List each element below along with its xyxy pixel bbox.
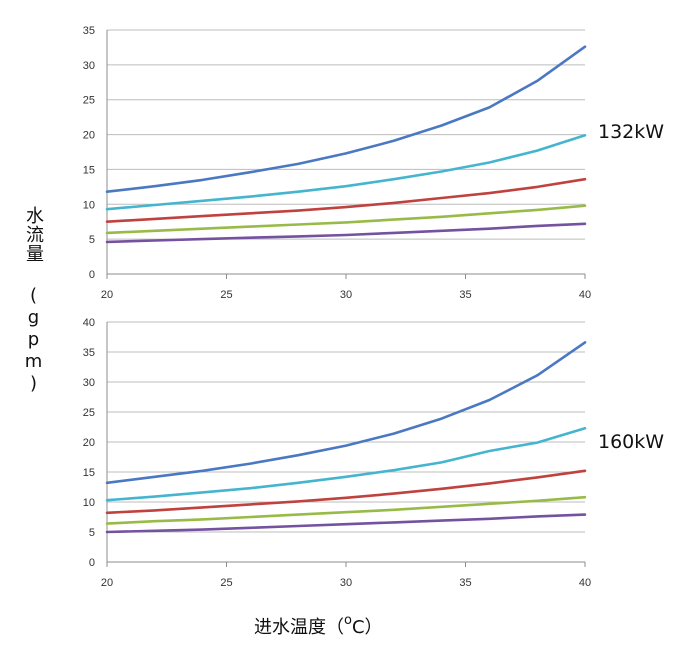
- y-tick-label: 40: [83, 317, 95, 329]
- power-annotation: 132kW: [598, 121, 664, 143]
- series-line-2: [105, 134, 587, 211]
- power-annotation: 160kW: [598, 431, 664, 453]
- x-tick-label: 35: [459, 289, 471, 301]
- x-tick-label: 30: [340, 289, 352, 301]
- x-tick-label: 35: [459, 577, 471, 589]
- series-line-1: [105, 341, 587, 485]
- x-tick-label: 30: [340, 577, 352, 589]
- x-tick-label: 40: [579, 289, 591, 301]
- x-axis-label-prefix: 进水温度（: [254, 617, 344, 638]
- y-tick-label: 10: [83, 497, 95, 509]
- y-tick-label: 30: [83, 377, 95, 389]
- x-axis-label: 进水温度（oC）: [254, 613, 383, 638]
- degree-superscript: o: [344, 613, 352, 628]
- x-tick-label: 20: [101, 577, 113, 589]
- y-tick-label: 10: [83, 199, 95, 211]
- series-line-4: [105, 495, 587, 525]
- y-tick-label: 20: [83, 437, 95, 449]
- y-tick-label: 35: [83, 347, 95, 359]
- y-tick-label: 25: [83, 407, 95, 419]
- chart-160kw: 0 5 10 15 20 25 30 35 40 20 25 30 35 40 160kW: [83, 317, 665, 589]
- x-tick-label: 25: [220, 577, 232, 589]
- series-line-2: [105, 426, 587, 502]
- x-axis-label-suffix: C）: [352, 617, 383, 638]
- y-tick-label: 15: [83, 164, 95, 176]
- y-axis-label: 水流量 (gpm): [23, 206, 44, 395]
- series-line-5: [105, 513, 587, 534]
- y-tick-label: 20: [83, 130, 95, 142]
- y-tick-label: 25: [83, 95, 95, 107]
- y-tick-label: 5: [89, 527, 95, 539]
- series-line-3: [105, 469, 587, 515]
- y-tick-label: 35: [83, 25, 95, 37]
- series-line-1: [105, 45, 587, 193]
- x-tick-label: 20: [101, 289, 113, 301]
- series-line-5: [105, 222, 587, 244]
- x-tick-label: 25: [220, 289, 232, 301]
- y-tick-label: 5: [89, 234, 95, 246]
- series-line-4: [105, 204, 587, 235]
- y-tick-label: 15: [83, 467, 95, 479]
- y-tick-label: 0: [89, 269, 95, 281]
- y-tick-label: 0: [89, 557, 95, 569]
- series-line-3: [105, 177, 587, 223]
- x-tick-label: 40: [579, 577, 591, 589]
- y-tick-label: 30: [83, 60, 95, 72]
- chart-132kw: 0 5 10 15 20 25 30 35 20 25 30 35 40 132kW: [83, 25, 665, 301]
